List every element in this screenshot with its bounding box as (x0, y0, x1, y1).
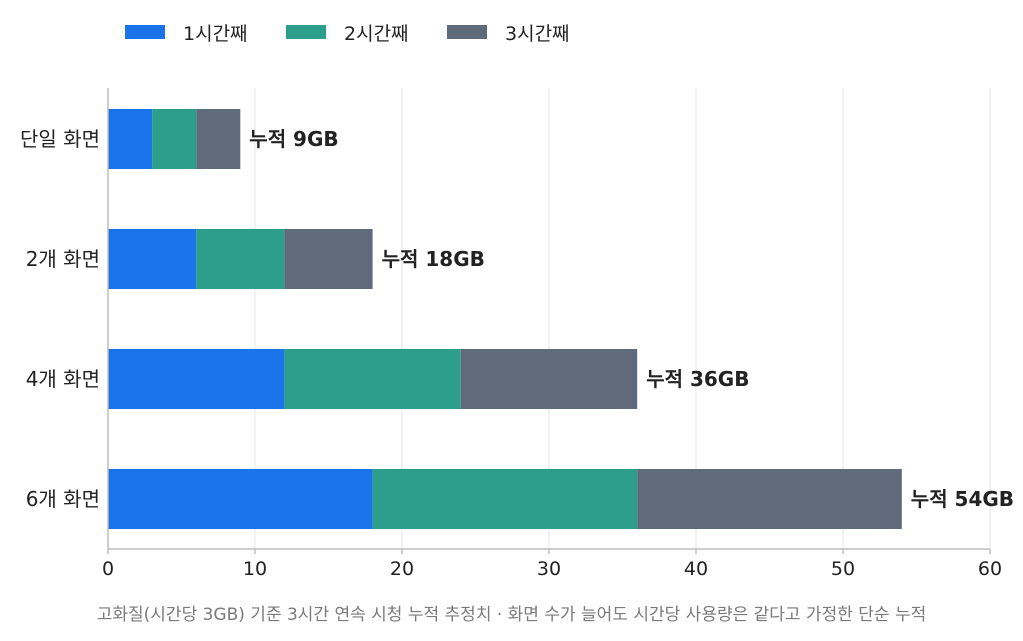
category-label-2: 2개 화면 (26, 247, 100, 271)
bar-segment-2-1 (108, 229, 197, 289)
total-label-2: 누적 18GB (382, 247, 485, 271)
bar-segment-4-2 (372, 469, 638, 529)
total-label-1: 누적 9GB (249, 127, 338, 151)
category-label-1: 단일 화면 (20, 127, 100, 151)
total-label-4: 누적 54GB (911, 487, 1014, 511)
legend-item-hour2: 2시간째 (286, 18, 409, 46)
legend-label-hour1: 1시간째 (183, 22, 248, 45)
category-label-3: 4개 화면 (26, 367, 100, 391)
legend-label-hour2: 2시간째 (344, 22, 409, 45)
category-label-4: 6개 화면 (26, 487, 100, 511)
x-tick-label-60: 60 (978, 558, 1002, 580)
x-tick-label-30: 30 (537, 558, 561, 580)
x-tick-label-0: 0 (102, 558, 114, 580)
bar-segment-4-3 (637, 469, 902, 529)
bar-segment-4-1 (108, 469, 373, 529)
bar-segment-3-3 (460, 349, 638, 409)
x-tick-label-40: 40 (684, 558, 708, 580)
bar-segment-2-2 (196, 229, 285, 289)
chart-footnote: 고화질(시간당 3GB) 기준 3시간 연속 시청 누적 추정치 · 화면 수가… (96, 605, 927, 625)
legend-swatch-hour2 (286, 25, 326, 39)
bar-segment-1-1 (108, 109, 153, 169)
legend-swatch-hour1 (125, 25, 165, 39)
total-label-3: 누적 36GB (646, 367, 749, 391)
bar-segment-3-2 (284, 349, 461, 409)
bar-segment-3-1 (108, 349, 285, 409)
x-tick-label-20: 20 (390, 558, 414, 580)
legend-item-hour3: 3시간째 (447, 18, 570, 46)
bar-segment-1-3 (196, 109, 241, 169)
bar-segment-2-3 (284, 229, 373, 289)
x-tick-label-50: 50 (831, 558, 855, 580)
x-tick-label-10: 10 (243, 558, 267, 580)
bar-segment-1-2 (152, 109, 197, 169)
legend-label-hour3: 3시간째 (505, 22, 570, 45)
legend-item-hour1: 1시간째 (125, 18, 248, 46)
legend-swatch-hour3 (447, 25, 487, 39)
